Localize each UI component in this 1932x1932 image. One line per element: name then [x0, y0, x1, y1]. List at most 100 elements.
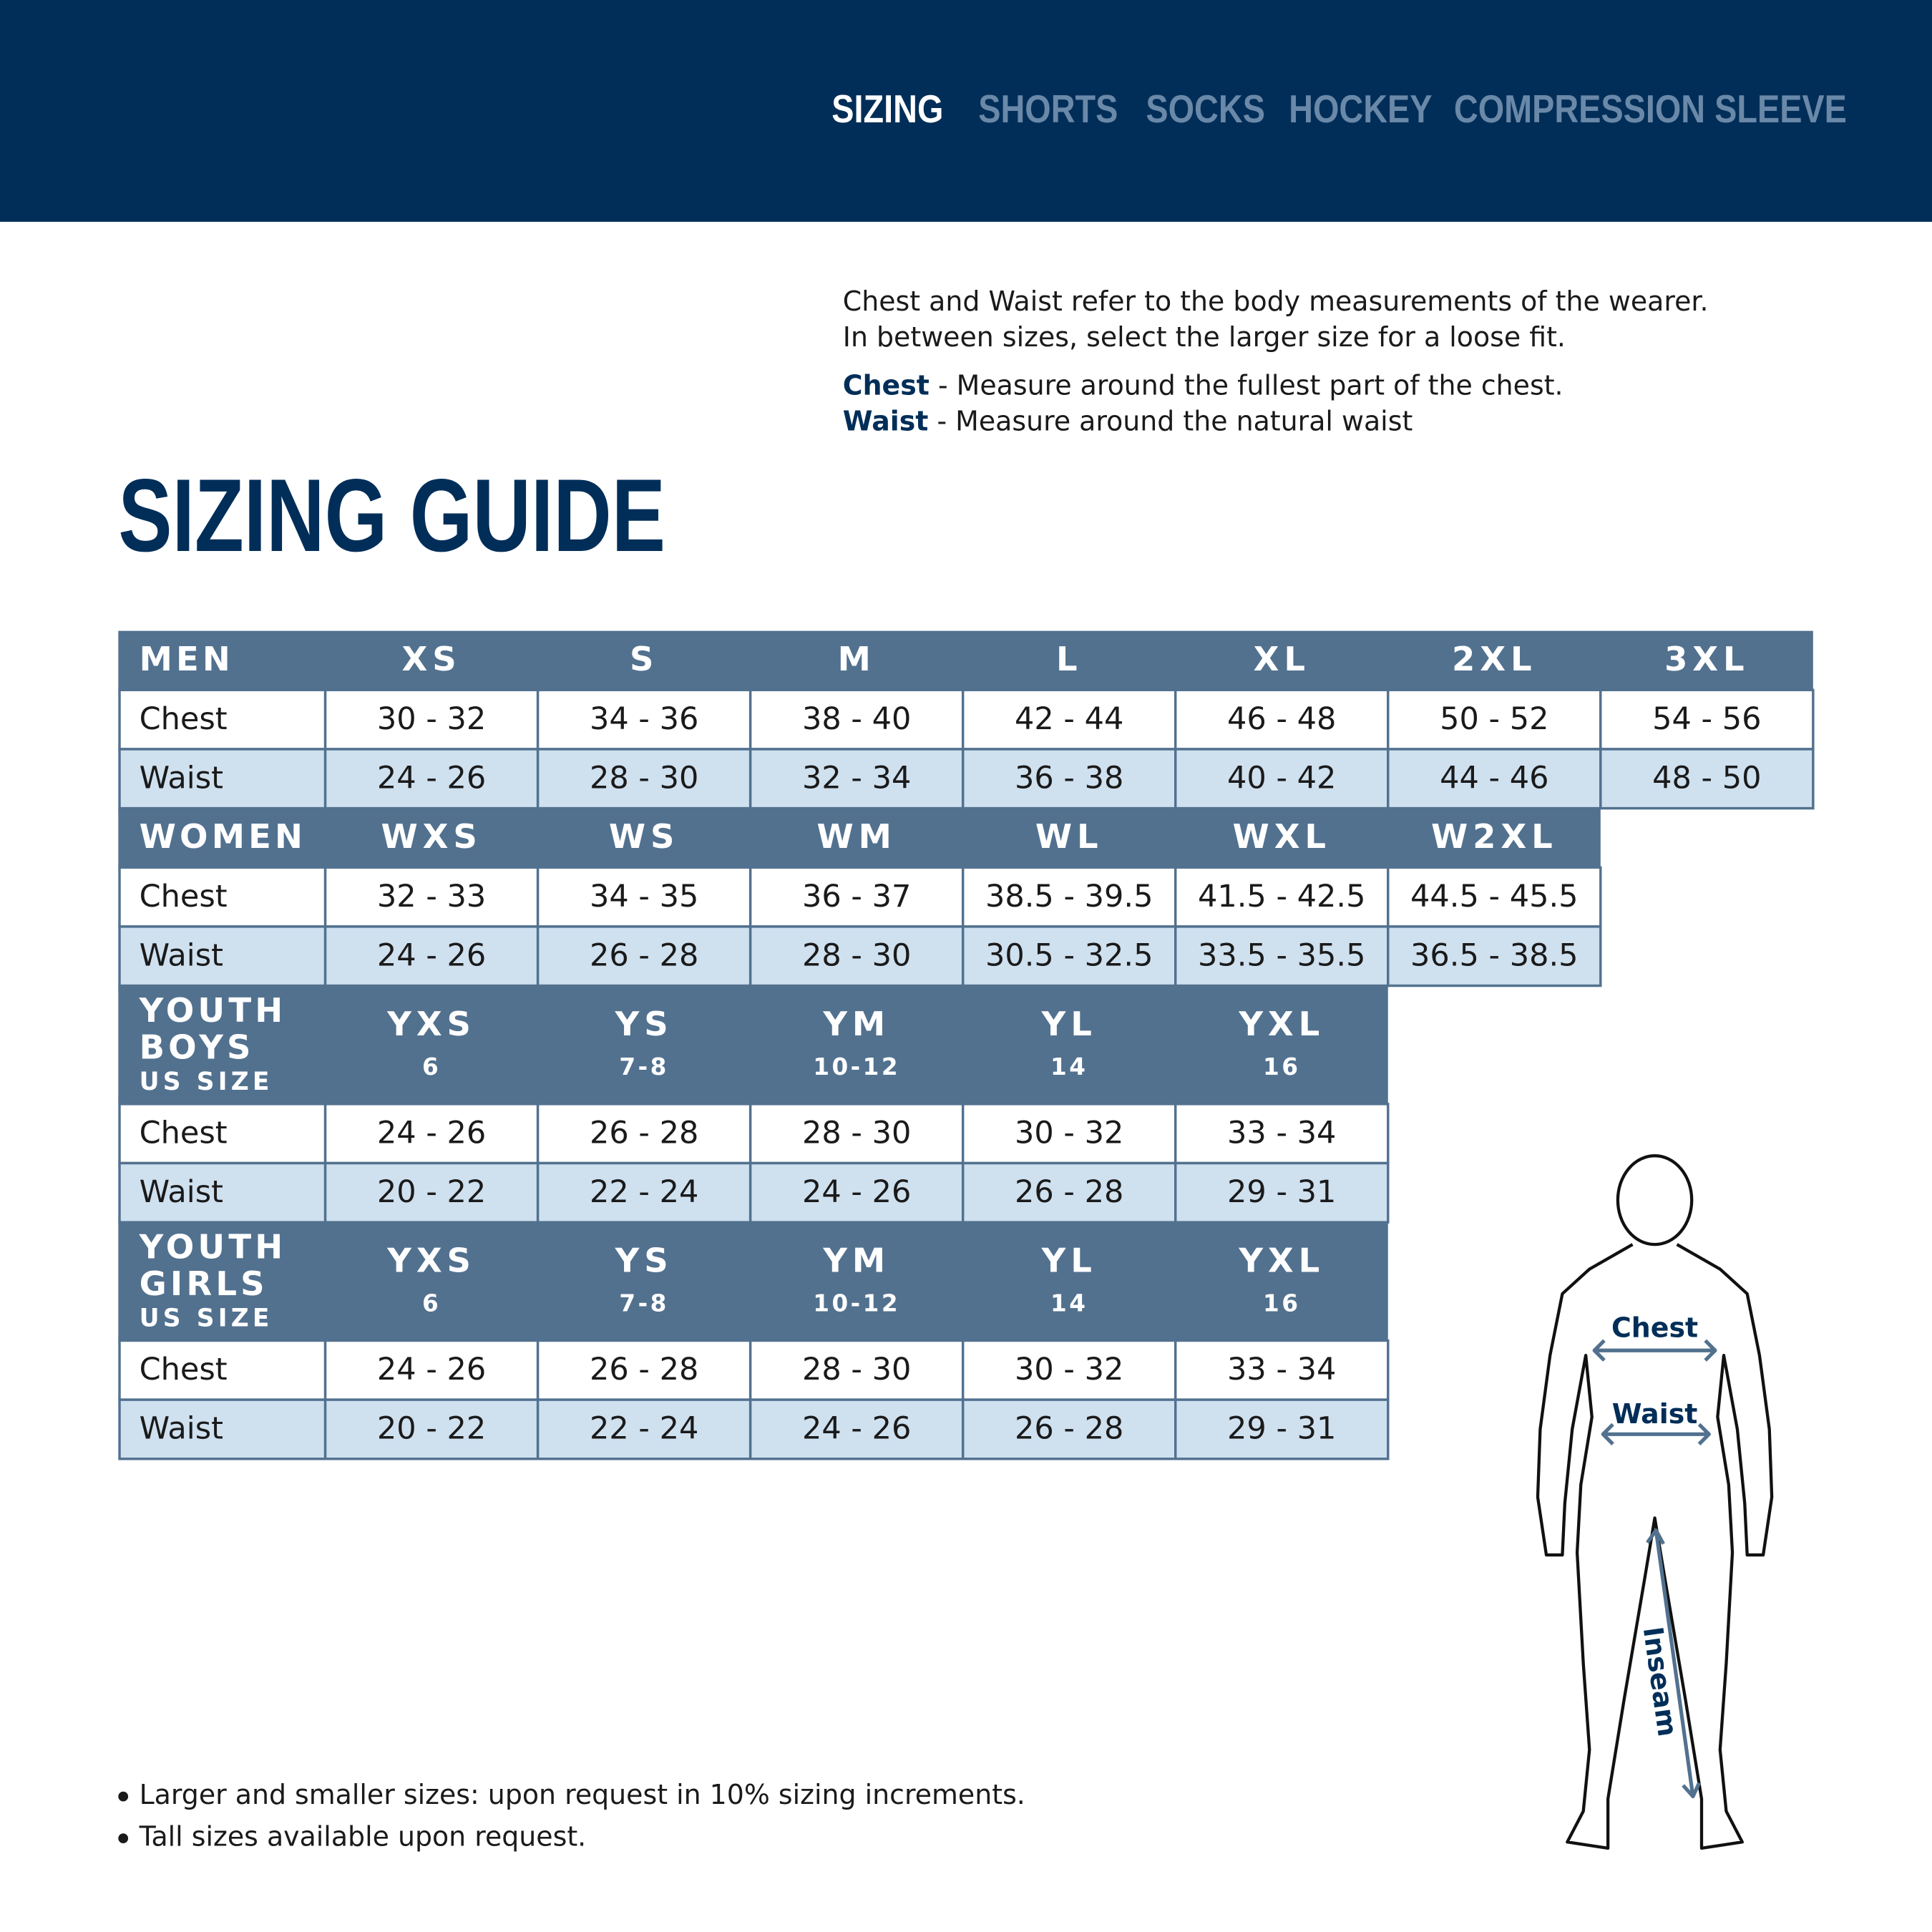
- section-header: [118, 808, 1601, 868]
- value: 34 - 36: [590, 701, 698, 737]
- value: 44.5 - 45.5: [1410, 879, 1579, 914]
- section-header: [118, 1222, 1388, 1341]
- size-label: WM: [817, 817, 897, 856]
- value-cell: [536, 925, 752, 987]
- value: 36.5 - 38.5: [1410, 937, 1579, 973]
- nav-item[interactable]: SOCKS: [1146, 87, 1265, 131]
- size-label: W2XL: [1431, 817, 1558, 856]
- size-note: 10-12: [813, 1053, 900, 1080]
- value-cell: [748, 1161, 965, 1224]
- value: 24 - 26: [377, 1115, 486, 1151]
- value: 29 - 31: [1227, 1174, 1336, 1210]
- bullet: [118, 1791, 129, 1802]
- row-label: Waist: [140, 937, 223, 973]
- size-label: YXL: [1238, 1005, 1324, 1043]
- value: 28 - 30: [590, 760, 698, 796]
- value: 30 - 32: [1015, 1352, 1123, 1387]
- inseam-arrow: [1646, 1528, 1701, 1799]
- size-label: S: [630, 640, 658, 678]
- value-cell: [1174, 1339, 1390, 1401]
- size-label: WXS: [381, 817, 482, 856]
- value-cell: [748, 748, 965, 810]
- row-label: Waist: [140, 1411, 223, 1447]
- value-cell: [1387, 866, 1602, 928]
- nav-item[interactable]: HOCKEY: [1289, 87, 1432, 131]
- value: 38 - 40: [802, 701, 911, 737]
- size-label: YXL: [1238, 1241, 1324, 1279]
- figure-outline: [1536, 1243, 1774, 1850]
- value-cell: [961, 1339, 1177, 1401]
- value: 29 - 31: [1227, 1411, 1336, 1447]
- sizing-table: MEN XS S M L XL 2XL 3XL Chest 30 - 32 34 - 36 38 - …: [118, 630, 1815, 1460]
- value: 54 - 56: [1652, 701, 1761, 737]
- row-label: Chest: [140, 1352, 228, 1387]
- size-label: L: [1056, 640, 1083, 678]
- row-label-cell: [118, 925, 327, 987]
- value: 24 - 26: [802, 1411, 911, 1447]
- row-label-cell: [118, 1398, 327, 1460]
- size-label: WL: [1035, 817, 1103, 856]
- definition-term: Waist: [843, 405, 929, 436]
- value: 30 - 32: [377, 701, 486, 737]
- size-note: 16: [1263, 1053, 1300, 1080]
- value: 41.5 - 42.5: [1198, 879, 1366, 914]
- size-note: 6: [422, 1290, 441, 1317]
- body-figure: [1536, 1154, 1774, 1850]
- value-cell: [1174, 1398, 1390, 1460]
- size-label: 3XL: [1664, 640, 1749, 678]
- nav-item[interactable]: COMPRESSION SLEEVE: [1454, 87, 1847, 131]
- value: 22 - 24: [590, 1174, 698, 1210]
- row-label-cell: [118, 748, 327, 810]
- value: 26 - 28: [1015, 1174, 1123, 1210]
- value: 33 - 34: [1227, 1352, 1336, 1387]
- value: 20 - 22: [377, 1174, 486, 1210]
- definition-term: Chest: [843, 369, 930, 401]
- notes: Larger and smaller sizes: upon request i…: [118, 1779, 1025, 1853]
- size-label: YL: [1041, 1241, 1097, 1279]
- value-cell: [536, 1398, 752, 1460]
- nav-item[interactable]: SIZING: [831, 87, 943, 131]
- size-label: XL: [1254, 640, 1310, 678]
- size-note: 7-8: [619, 1290, 668, 1317]
- value-cell: [323, 1161, 540, 1224]
- value: 48 - 50: [1652, 760, 1761, 796]
- value-cell: [1599, 748, 1815, 810]
- value: 22 - 24: [590, 1411, 698, 1447]
- value: 24 - 26: [802, 1174, 911, 1210]
- row-label: Chest: [140, 879, 228, 914]
- definition: Waist - Measure around the natural waist: [843, 405, 1413, 436]
- value-cell: [1174, 748, 1390, 810]
- section-header: [118, 630, 1813, 691]
- value-cell: [323, 866, 540, 928]
- size-label: YXS: [386, 1005, 476, 1043]
- value: 28 - 30: [802, 1115, 911, 1151]
- value-cell: [323, 1398, 540, 1460]
- value: 30 - 32: [1015, 1115, 1123, 1151]
- size-label: YM: [822, 1241, 890, 1279]
- row-label: Chest: [140, 701, 228, 737]
- section-label: MEN: [140, 640, 234, 678]
- value-cell: [1387, 748, 1602, 810]
- value-cell: [323, 1103, 540, 1165]
- value-cell: [1387, 925, 1602, 987]
- value-cell: [961, 1398, 1177, 1460]
- measure-arrows: [1592, 1339, 1717, 1799]
- value-cell: [323, 688, 540, 751]
- value-cell: [961, 748, 1177, 810]
- value: 36 - 37: [802, 879, 911, 914]
- value: 32 - 33: [377, 879, 486, 914]
- nav-item[interactable]: SHORTS: [978, 87, 1118, 131]
- chest-arrow: [1592, 1339, 1717, 1362]
- value: 20 - 22: [377, 1411, 486, 1447]
- row-label: Waist: [140, 1174, 223, 1210]
- size-label: M: [838, 640, 876, 678]
- value: 42 - 44: [1015, 701, 1123, 737]
- row-label-cell: [118, 688, 327, 751]
- note: Tall sizes available upon request.: [139, 1821, 587, 1853]
- nav: SIZING SHORTS SOCKS HOCKEY COMPRESSION S…: [831, 87, 1847, 131]
- size-label: YS: [615, 1241, 673, 1279]
- row-label-cell: [118, 1339, 327, 1401]
- row-label-cell: [118, 1103, 327, 1165]
- size-label: YL: [1041, 1005, 1097, 1043]
